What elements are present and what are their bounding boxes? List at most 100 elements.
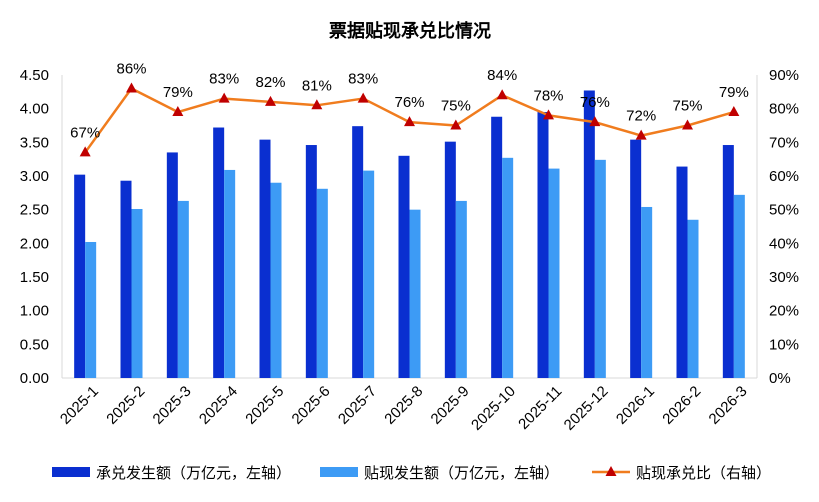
ratio-data-label: 72% <box>626 108 656 125</box>
legend-discount-label: 贴现发生额（万亿元，左轴） <box>364 464 559 482</box>
discount-bar <box>733 194 745 378</box>
right-tick-label: 50% <box>769 202 799 219</box>
ratio-marker <box>311 99 323 110</box>
ratio-marker <box>265 95 276 106</box>
acceptance-bar <box>259 139 271 378</box>
ratio-marker <box>450 119 462 130</box>
left-tick-label: 4.00 <box>20 101 49 118</box>
acceptance-bar <box>305 145 317 378</box>
legend-acceptance-swatch <box>52 467 90 477</box>
acceptance-bar <box>398 155 410 378</box>
legend-acceptance: 承兑发生额（万亿元，左轴） <box>52 464 291 482</box>
right-tick-label: 20% <box>769 303 799 320</box>
ratio-marker <box>79 146 91 157</box>
ratio-marker <box>635 129 647 140</box>
left-tick-label: 4.50 <box>20 67 49 84</box>
x-tick-label: 2026-1 <box>613 383 658 428</box>
chart-title: 票据贴现承兑比情况 <box>329 20 491 42</box>
ratio-data-label: 84% <box>487 67 517 84</box>
x-tick-label: 2025-9 <box>428 383 473 428</box>
x-tick-label: 2025-1 <box>57 383 102 428</box>
right-tick-label: 40% <box>769 235 799 252</box>
left-tick-label: 0.00 <box>20 370 49 387</box>
x-tick-label: 2025-4 <box>196 383 241 428</box>
left-tick-label: 1.00 <box>20 303 49 320</box>
legend-discount: 贴现发生额（万亿元，左轴） <box>320 464 559 482</box>
legend: 承兑发生额（万亿元，左轴） 贴现发生额（万亿元，左轴） 贴现承兑比（右轴） <box>52 464 771 482</box>
x-tick-label: 2025-6 <box>289 383 334 428</box>
discount-bar <box>177 200 189 378</box>
x-tick-label: 2026-2 <box>659 383 704 428</box>
discount-bar <box>502 157 514 378</box>
acceptance-bar <box>722 145 734 378</box>
right-tick-label: 30% <box>769 269 799 286</box>
ratio-data-label: 76% <box>394 94 424 111</box>
ratio-marker <box>682 119 693 130</box>
discount-bar <box>131 208 143 378</box>
right-tick-label: 60% <box>769 168 799 185</box>
right-tick-label: 90% <box>769 67 799 84</box>
acceptance-bar <box>537 112 549 379</box>
legend-acceptance-label: 承兑发生额（万亿元，左轴） <box>96 464 291 482</box>
acceptance-bar <box>676 166 688 378</box>
discount-bar <box>548 168 560 378</box>
x-tick-label: 2025-12 <box>561 383 612 434</box>
ratio-data-label: 81% <box>302 77 332 94</box>
bars <box>74 90 745 379</box>
left-tick-label: 1.50 <box>20 269 49 286</box>
acceptance-bar <box>120 180 132 378</box>
x-tick-label: 2025-3 <box>150 383 195 428</box>
discount-bar <box>270 182 282 378</box>
discount-bar <box>455 200 467 378</box>
left-tick-label: 0.50 <box>20 336 49 353</box>
legend-ratio: 贴现承兑比（右轴） <box>592 464 771 482</box>
x-tick-label: 2025-2 <box>103 383 148 428</box>
ratio-data-label: 82% <box>255 74 285 91</box>
legend-discount-swatch <box>320 467 358 477</box>
acceptance-bar <box>444 141 456 378</box>
right-tick-label: 80% <box>769 101 799 118</box>
left-tick-label: 3.00 <box>20 168 49 185</box>
discount-bar <box>687 219 699 378</box>
right-tick-label: 0% <box>769 370 791 387</box>
ratio-marker <box>357 92 369 103</box>
acceptance-bar <box>213 127 225 379</box>
ratio-marker <box>543 109 554 120</box>
ratio-marker <box>496 89 508 100</box>
discount-bar <box>363 170 375 378</box>
ratio-marker <box>589 116 601 127</box>
acceptance-bar <box>491 116 503 378</box>
ratio-marker <box>728 106 740 117</box>
ratio-data-label: 83% <box>348 71 378 88</box>
discount-bar <box>224 169 236 378</box>
ratio-data-label: 86% <box>116 60 146 77</box>
discount-bar <box>409 209 421 378</box>
ratio-line <box>79 82 740 157</box>
x-tick-label: 2025-10 <box>468 383 519 434</box>
x-tick-label: 2025-7 <box>335 383 380 428</box>
x-tick-label: 2025-5 <box>242 383 287 428</box>
acceptance-bar <box>166 152 178 378</box>
ratio-data-label: 75% <box>441 98 471 115</box>
acceptance-bar <box>74 174 86 378</box>
left-tick-label: 2.50 <box>20 202 49 219</box>
left-tick-label: 2.00 <box>20 235 49 252</box>
x-tick-label: 2025-8 <box>381 383 426 428</box>
ratio-marker <box>126 82 137 93</box>
right-tick-label: 10% <box>769 336 799 353</box>
acceptance-bar <box>352 126 364 378</box>
discount-bar <box>316 188 328 378</box>
acceptance-bar <box>630 139 642 378</box>
ratio-marker <box>172 106 184 117</box>
ratio-data-label: 67% <box>70 124 100 141</box>
left-tick-label: 3.50 <box>20 134 49 151</box>
ratio-data-label: 76% <box>580 94 610 111</box>
ratio-data-label: 79% <box>719 84 749 101</box>
x-tick-label: 2025-11 <box>515 383 565 433</box>
ratio-marker <box>404 116 415 127</box>
data-labels: 67% 86% 79% 83% 82% 81% 83% 76% 75% 84% 78% 76% 72% 7… <box>70 60 749 141</box>
x-tick-label: 2026-3 <box>706 383 751 428</box>
ratio-marker <box>218 92 230 103</box>
legend-ratio-marker <box>605 466 617 476</box>
right-tick-label: 70% <box>769 134 799 151</box>
